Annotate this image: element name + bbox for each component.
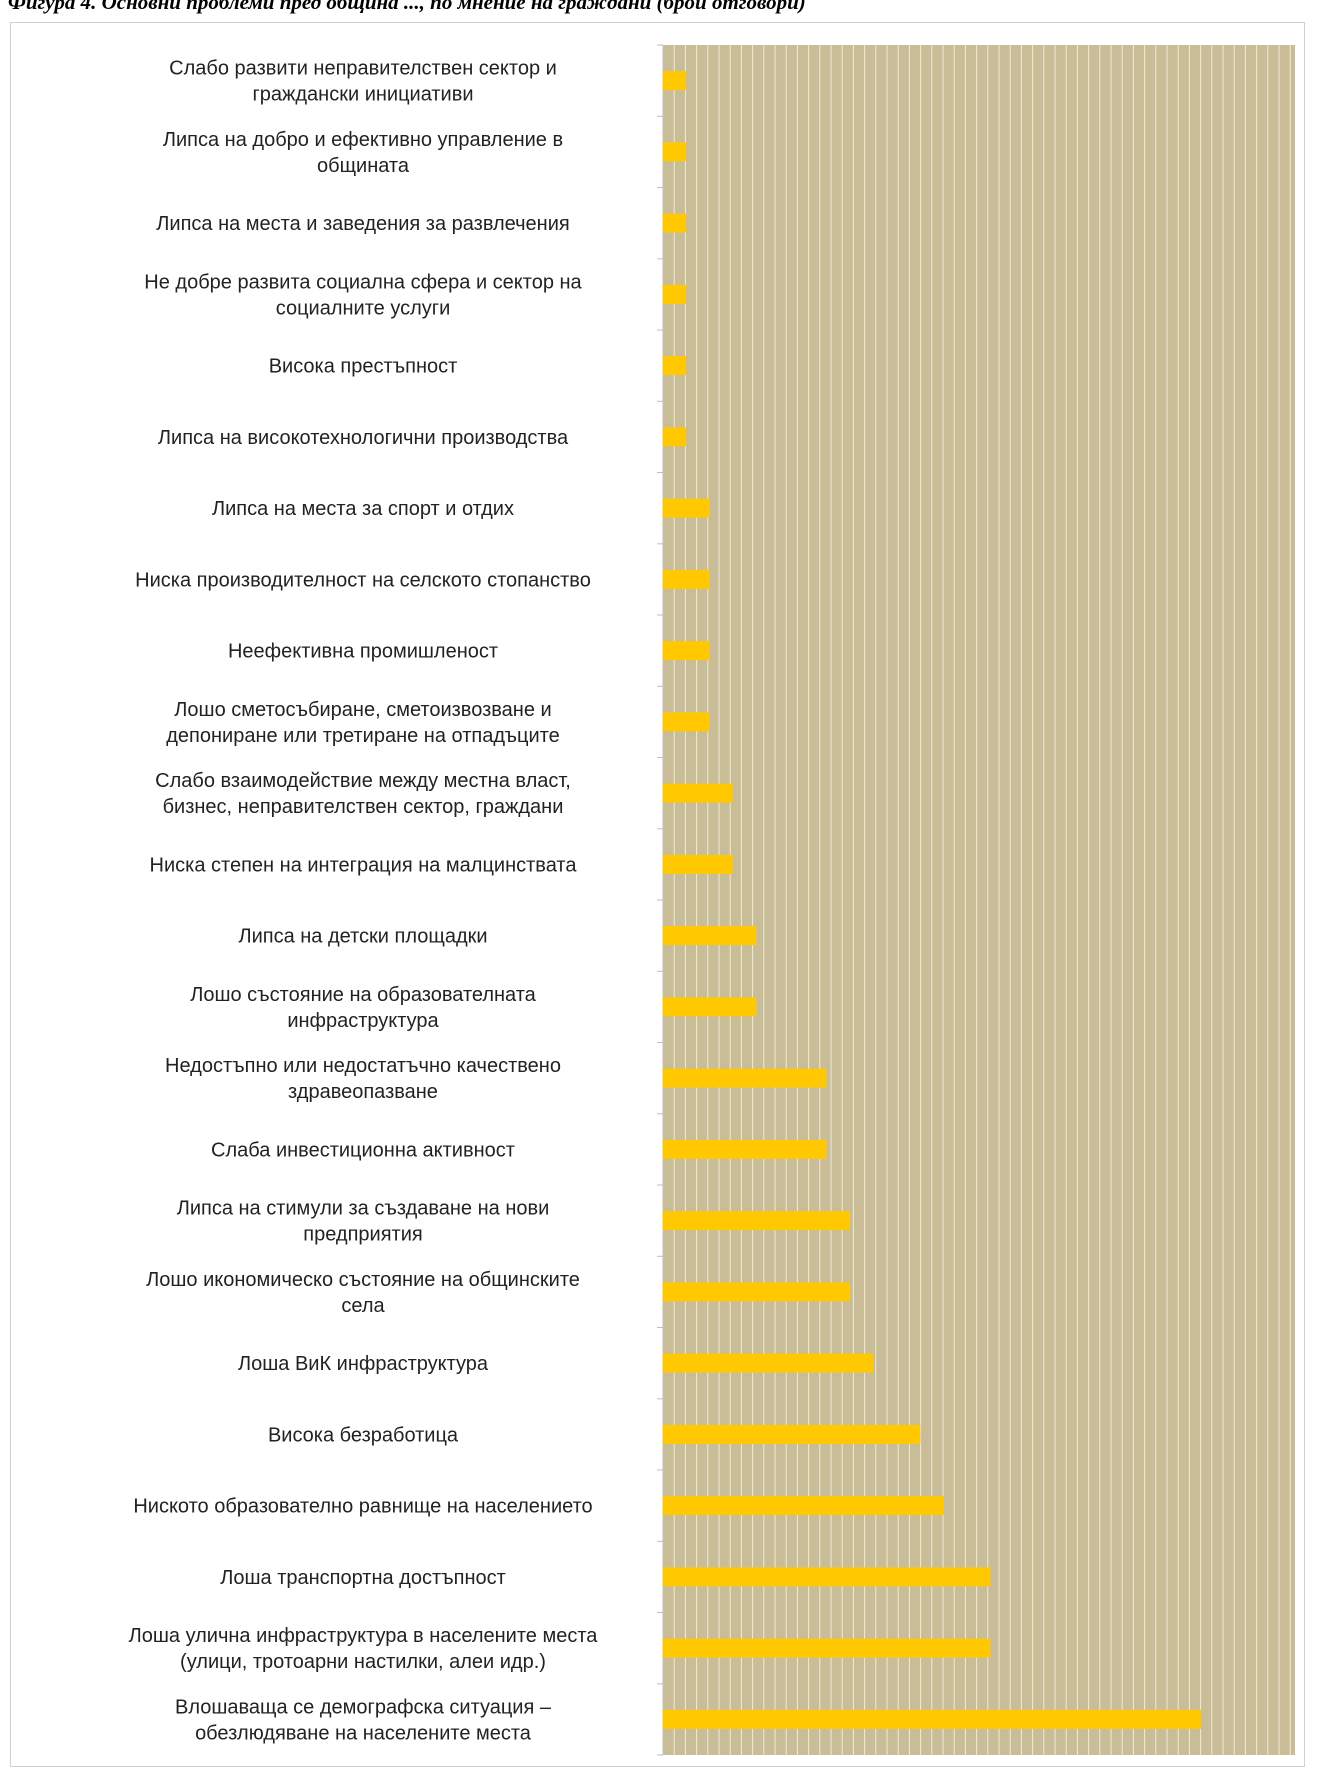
category-label-line: инфраструктура bbox=[287, 1010, 439, 1032]
category-label: Липса на места за спорт и отдих bbox=[212, 498, 514, 520]
bar-chart: Слабо развити неправителствен сектор и гр… bbox=[129, 44, 1295, 1756]
bar bbox=[663, 1709, 1202, 1729]
bar bbox=[663, 854, 734, 874]
category-label-line: Лошо сметосъбиране, сметоизвозване и bbox=[174, 699, 551, 721]
category-label-line: Лоша транспортна достъпност bbox=[220, 1567, 506, 1589]
category-label-line: Липса на места за спорт и отдих bbox=[212, 498, 514, 520]
category-label: Висока безработица bbox=[268, 1424, 459, 1446]
category-label-line: Лошо икономическо състояние на общинскит… bbox=[146, 1269, 580, 1291]
category-label: Лоша ВиК инфраструктура bbox=[238, 1353, 489, 1375]
category-label: Липса на детски площадки bbox=[238, 926, 487, 948]
category-label: Не добре развита социална сфера и сектор… bbox=[144, 271, 582, 319]
category-label-line: здравеопазване bbox=[288, 1081, 438, 1103]
category-label: Ниска степен на интеграция на малцинства… bbox=[150, 854, 578, 876]
category-label-line: депониране или третиране на отпадъците bbox=[166, 725, 560, 747]
category-label: Неефективна промишленост bbox=[228, 641, 498, 663]
bar bbox=[663, 213, 687, 233]
bar bbox=[663, 641, 710, 661]
bar bbox=[663, 926, 757, 946]
category-label-line: Недостъпно или недостатъчно качествено bbox=[165, 1055, 561, 1077]
category-label: Лошо състояние на образователната инфраст… bbox=[190, 984, 536, 1032]
category-label-line: Слабо развити неправителствен сектор и bbox=[169, 58, 557, 80]
category-label-line: Ниското образователно равнище на населен… bbox=[133, 1496, 592, 1518]
category-label: Слабо взаимодействие между местна власт,… bbox=[155, 770, 571, 818]
bar bbox=[663, 71, 687, 91]
bar bbox=[663, 997, 757, 1017]
category-label-line: Липса на места и заведения за развлечени… bbox=[156, 213, 569, 235]
category-label-line: Лоша улична инфраструктура в населените … bbox=[129, 1625, 599, 1647]
category-label-line: Ниска степен на интеграция на малцинства… bbox=[150, 854, 578, 876]
category-label: Лоша улична инфраструктура в населените … bbox=[129, 1625, 599, 1673]
category-label-line: бизнес, неправителствен сектор, граждани bbox=[163, 796, 564, 818]
chart-frame: Слабо развити неправителствен сектор и гр… bbox=[10, 22, 1305, 1767]
category-label: Лошо икономическо състояние на общинскит… bbox=[146, 1269, 580, 1317]
bar bbox=[663, 1424, 921, 1444]
bar bbox=[663, 1353, 874, 1373]
bar bbox=[663, 284, 687, 304]
bar bbox=[663, 498, 710, 518]
bar bbox=[663, 356, 687, 376]
category-label: Липса на добро и ефективно управление в о… bbox=[163, 129, 563, 177]
category-label: Слабо развити неправителствен сектор и гр… bbox=[169, 58, 557, 106]
category-label-line: Неефективна промишленост bbox=[228, 641, 498, 663]
category-label-line: граждански инициативи bbox=[252, 84, 473, 106]
bar bbox=[663, 1567, 991, 1587]
category-label: Лошо сметосъбиране, сметоизвозване и депо… bbox=[166, 699, 560, 747]
category-label: Лоша транспортна достъпност bbox=[220, 1567, 506, 1589]
category-label: Ниска производителност на селското стопа… bbox=[135, 569, 591, 591]
bars bbox=[663, 71, 1202, 1729]
bar bbox=[663, 142, 687, 162]
category-label: Слаба инвестиционна активност bbox=[211, 1139, 515, 1161]
y-axis-ticks bbox=[657, 44, 663, 1756]
category-label-line: Липса на стимули за създаване на нови bbox=[177, 1198, 550, 1220]
category-label-line: Не добре развита социална сфера и сектор… bbox=[144, 271, 582, 293]
category-label: Влошаваща се демографска ситуация – обезл… bbox=[175, 1696, 552, 1744]
category-label-line: Ниска производителност на селското стопа… bbox=[135, 569, 591, 591]
category-label-line: села bbox=[341, 1295, 385, 1317]
category-label: Висока престъпност bbox=[269, 356, 458, 378]
category-label-line: общината bbox=[317, 155, 410, 177]
category-labels: Слабо развити неправителствен сектор и гр… bbox=[129, 58, 599, 1745]
category-label: Ниското образователно равнище на населен… bbox=[133, 1496, 592, 1518]
bar bbox=[663, 1139, 827, 1159]
category-label-line: Висока престъпност bbox=[269, 356, 458, 378]
category-label-line: Влошаваща се демографска ситуация – bbox=[175, 1696, 552, 1718]
category-label-line: Лоша ВиК инфраструктура bbox=[238, 1353, 489, 1375]
bar bbox=[663, 712, 710, 732]
bar bbox=[663, 1282, 851, 1302]
category-label: Липса на високотехнологични производства bbox=[158, 427, 569, 449]
gridlines bbox=[673, 45, 1291, 1755]
category-label: Липса на места и заведения за развлечени… bbox=[156, 213, 569, 235]
category-label: Недостъпно или недостатъчно качествено зд… bbox=[165, 1055, 561, 1103]
category-label-line: социалните услуги bbox=[276, 297, 451, 319]
category-label-line: обезлюдяване на населените места bbox=[195, 1722, 532, 1744]
category-label-line: Лошо състояние на образователната bbox=[190, 984, 536, 1006]
category-label-line: Слаба инвестиционна активност bbox=[211, 1139, 515, 1161]
category-label-line: (улици, тротоарни настилки, алеи идр.) bbox=[180, 1651, 546, 1673]
category-label-line: Висока безработица bbox=[268, 1424, 459, 1446]
category-label-line: Липса на високотехнологични производства bbox=[158, 427, 569, 449]
category-label-line: предприятия bbox=[303, 1224, 422, 1246]
bar bbox=[663, 1211, 851, 1231]
bar bbox=[663, 1638, 991, 1658]
category-label-line: Липса на добро и ефективно управление в bbox=[163, 129, 563, 151]
category-label-line: Липса на детски площадки bbox=[238, 926, 487, 948]
bar bbox=[663, 1068, 827, 1088]
category-label: Липса на стимули за създаване на нови пре… bbox=[177, 1198, 550, 1246]
bar bbox=[663, 427, 687, 447]
chart-title: Фигура 4. Основни проблеми пред община .… bbox=[8, 0, 806, 14]
bar bbox=[663, 783, 734, 803]
bar bbox=[663, 569, 710, 589]
category-label-line: Слабо взаимодействие между местна власт, bbox=[155, 770, 571, 792]
bar bbox=[663, 1496, 944, 1516]
